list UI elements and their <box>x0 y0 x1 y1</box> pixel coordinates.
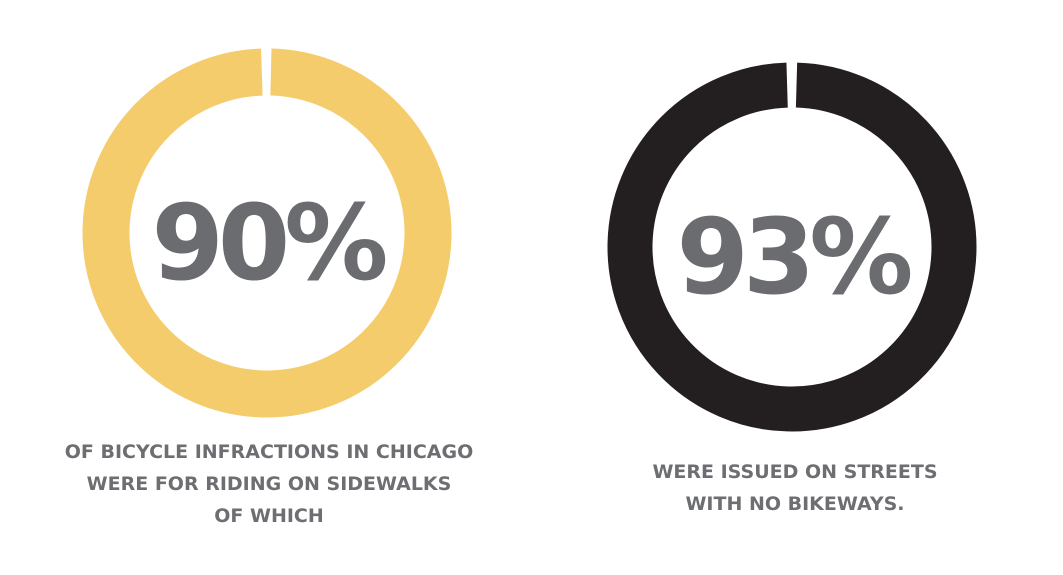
caption-line: WERE FOR RIDING ON SIDEWALKS <box>87 473 452 495</box>
stat-figure: 93% <box>677 196 911 318</box>
caption-line: OF BICYCLE INFRACTIONS IN CHICAGO <box>65 441 473 463</box>
stat-figure: 90% <box>152 182 386 304</box>
caption-line: WITH NO BIKEWAYS. <box>685 493 904 515</box>
caption-line: WERE ISSUED ON STREETS <box>652 461 937 483</box>
ring <box>82 48 452 418</box>
ring <box>607 62 977 432</box>
caption-line: OF WHICH <box>214 505 324 527</box>
